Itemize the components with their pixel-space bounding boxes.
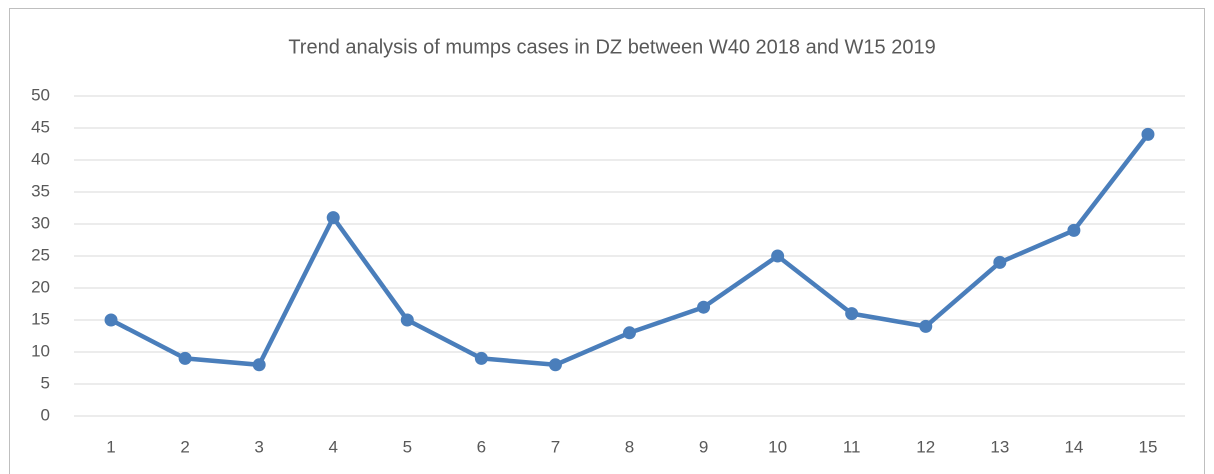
marker bbox=[326, 211, 340, 225]
marker bbox=[845, 307, 859, 321]
chart-title: Trend analysis of mumps cases in DZ betw… bbox=[288, 36, 935, 58]
x-tick-label: 5 bbox=[403, 437, 412, 456]
x-tick-label: 1 bbox=[106, 437, 115, 456]
x-tick-label: 4 bbox=[328, 437, 337, 456]
marker bbox=[771, 249, 785, 263]
y-tick-label: 10 bbox=[31, 341, 50, 360]
marker bbox=[697, 300, 711, 314]
x-tick-label: 14 bbox=[1064, 437, 1083, 456]
y-tick-label: 0 bbox=[41, 405, 50, 424]
x-tick-label: 9 bbox=[699, 437, 708, 456]
y-tick-label: 40 bbox=[31, 149, 50, 168]
marker bbox=[548, 358, 562, 372]
y-tick-label: 5 bbox=[41, 373, 50, 392]
y-tick-label: 45 bbox=[31, 117, 50, 136]
marker bbox=[252, 358, 266, 372]
x-tick-label: 3 bbox=[254, 437, 263, 456]
marker bbox=[623, 326, 636, 340]
marker bbox=[400, 313, 414, 327]
marker bbox=[178, 351, 192, 365]
x-tick-label: 12 bbox=[916, 437, 935, 456]
x-tick-label: 10 bbox=[768, 437, 787, 456]
x-tick-label: 6 bbox=[477, 437, 486, 456]
y-tick-label: 35 bbox=[31, 181, 50, 200]
marker bbox=[993, 255, 1007, 269]
x-tick-label: 2 bbox=[180, 437, 189, 456]
x-tick-label: 7 bbox=[551, 437, 560, 456]
y-tick-label: 30 bbox=[31, 213, 50, 232]
y-tick-label: 50 bbox=[31, 85, 50, 104]
chart-border bbox=[9, 8, 1205, 474]
marker bbox=[1067, 223, 1081, 237]
marker bbox=[474, 351, 488, 365]
x-tick-label: 15 bbox=[1139, 437, 1158, 456]
marker bbox=[104, 313, 118, 327]
x-tick-label: 11 bbox=[843, 437, 861, 456]
y-tick-label: 15 bbox=[31, 309, 50, 328]
x-tick-label: 13 bbox=[990, 437, 1009, 456]
x-tick-label: 8 bbox=[625, 437, 634, 456]
y-tick-label: 25 bbox=[31, 245, 50, 264]
y-tick-label: 20 bbox=[31, 277, 50, 296]
marker bbox=[1141, 127, 1155, 141]
marker bbox=[919, 319, 933, 333]
